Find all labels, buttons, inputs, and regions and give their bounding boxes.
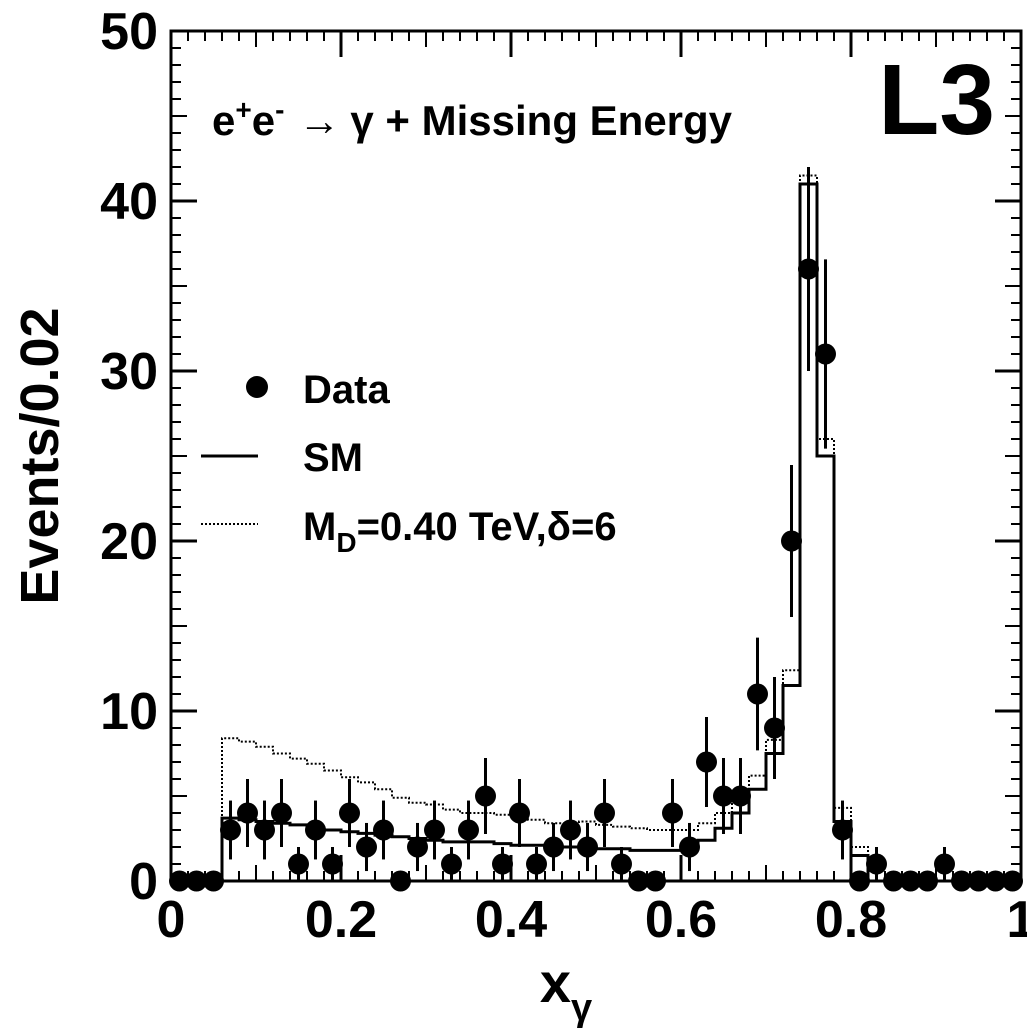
data-point: [254, 819, 275, 841]
data-point: [390, 870, 411, 892]
data-point: [696, 751, 717, 773]
data-point: [594, 802, 615, 824]
data-point: [832, 819, 853, 841]
x-tick-label: 0.6: [645, 891, 717, 949]
data-point: [883, 870, 904, 892]
data-point: [679, 836, 700, 858]
legend-data-label: Data: [303, 368, 390, 412]
legend-sm-label: SM: [303, 436, 363, 480]
data-point: [356, 836, 377, 858]
data-point: [458, 819, 479, 841]
y-tick-label: 30: [100, 343, 158, 401]
data-point: [747, 683, 768, 705]
data-point: [305, 819, 326, 841]
data-point: [968, 870, 989, 892]
data-point: [985, 870, 1006, 892]
y-tick-label: 20: [100, 513, 158, 571]
signal-histogram-line: [171, 174, 1021, 882]
y-tick-label: 10: [100, 683, 158, 741]
data-point: [662, 802, 683, 824]
data-points: [169, 167, 1023, 892]
data-point: [713, 785, 734, 807]
data-point: [917, 870, 938, 892]
process-label: e+e- → γ + Missing Energy: [212, 94, 733, 144]
y-axis-title: Events/0.02: [10, 307, 70, 604]
signal-histogram: [171, 174, 1021, 882]
data-point: [475, 785, 496, 807]
data-point: [441, 853, 462, 875]
data-point: [628, 870, 649, 892]
data-point: [934, 853, 955, 875]
x-tick-label: 0: [157, 891, 186, 949]
data-point: [577, 836, 598, 858]
y-tick-label: 0: [129, 853, 158, 911]
data-point: [560, 819, 581, 841]
data-point: [203, 870, 224, 892]
legend-data-marker: [246, 376, 268, 398]
data-point: [866, 853, 887, 875]
x-axis-title: xγ: [540, 951, 592, 1029]
data-point: [186, 870, 207, 892]
legend: Data SM MD=0.40 TeV,δ=6: [201, 368, 617, 558]
data-point: [900, 870, 921, 892]
y-tick-label: 40: [100, 173, 158, 231]
data-point: [730, 785, 751, 807]
y-tick-label: 50: [100, 3, 158, 61]
plot-frame: [169, 29, 1023, 883]
data-point: [220, 819, 241, 841]
x-tick-label: 0.4: [475, 891, 547, 949]
data-point: [407, 836, 428, 858]
data-point: [764, 717, 785, 739]
data-point: [237, 802, 258, 824]
data-point: [645, 870, 666, 892]
data-point: [509, 802, 530, 824]
data-point: [373, 819, 394, 841]
data-point: [781, 530, 802, 552]
data-point: [322, 853, 343, 875]
x-tick-label: 0.8: [815, 891, 887, 949]
data-point: [815, 343, 836, 365]
data-point: [611, 853, 632, 875]
data-point: [288, 853, 309, 875]
data-point: [951, 870, 972, 892]
legend-signal-label: MD=0.40 TeV,δ=6: [303, 505, 617, 558]
data-point: [424, 819, 445, 841]
x-tick-label: 0.2: [305, 891, 377, 949]
data-point: [798, 258, 819, 280]
data-point: [492, 853, 513, 875]
data-point: [849, 870, 870, 892]
data-point: [271, 802, 292, 824]
experiment-label: L3: [878, 44, 995, 156]
data-point: [543, 836, 564, 858]
data-point: [1002, 870, 1023, 892]
x-tick-label: 1: [1007, 891, 1027, 949]
data-point: [526, 853, 547, 875]
data-point: [339, 802, 360, 824]
data-point: [169, 870, 190, 892]
